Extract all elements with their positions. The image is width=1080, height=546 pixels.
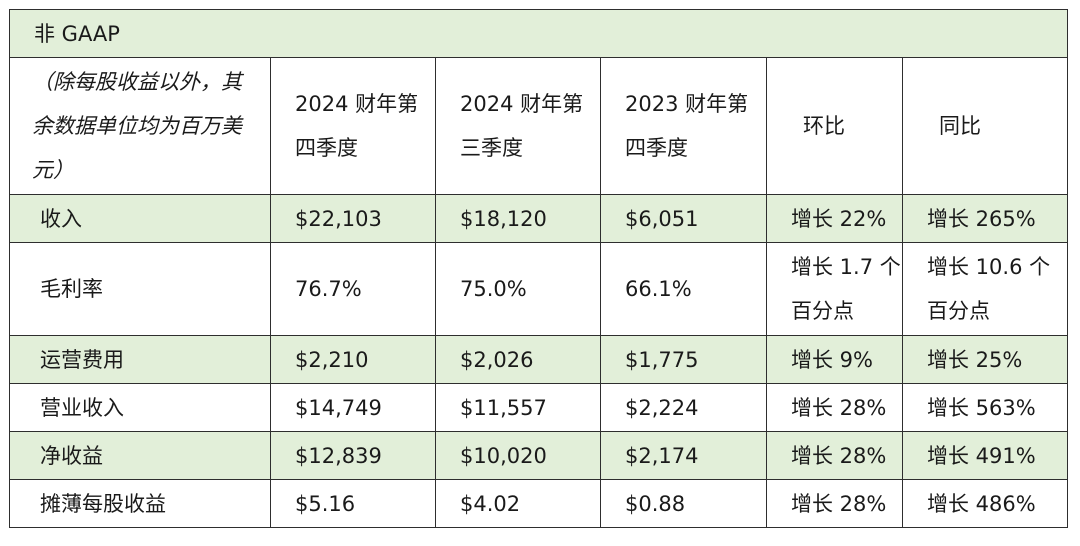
table-cell: 66.1%: [600, 242, 767, 336]
table-row: 营业收入 $14,749 $11,557 $2,224 增长 28% 增长 56…: [9, 383, 1069, 432]
row-label: 营业收入: [9, 383, 271, 432]
column-header: 2024 财年第三季度: [435, 57, 601, 195]
table-title-row: 非 GAAP: [8, 9, 1069, 58]
table-header-row: （除每股收益以外，其余数据单位均为百万美元） 2024 财年第四季度 2024 …: [9, 57, 1069, 195]
table-cell: $18,120: [435, 194, 601, 243]
row-label: 运营费用: [9, 335, 271, 384]
table-cell: $1,775: [600, 335, 767, 384]
table-cell: $22,103: [270, 194, 436, 243]
table-row: 净收益 $12,839 $10,020 $2,174 增长 28% 增长 491…: [9, 431, 1069, 480]
table-row: 毛利率 76.7% 75.0% 66.1% 增长 1.7 个百分点 增长 10.…: [9, 242, 1069, 336]
table-cell: 增长 28%: [766, 479, 903, 528]
table-cell: $12,839: [270, 431, 436, 480]
table-cell: 76.7%: [270, 242, 436, 336]
table-cell: $0.88: [600, 479, 767, 528]
non-gaap-table: 非 GAAP （除每股收益以外，其余数据单位均为百万美元） 2024 财年第四季…: [8, 9, 1069, 528]
row-label: 摊薄每股收益: [9, 479, 271, 528]
table-cell: 增长 10.6 个百分点: [901, 242, 1069, 336]
table-cell: 增长 563%: [901, 383, 1069, 432]
table-cell: $6,051: [600, 194, 767, 243]
table-cell: $2,210: [270, 335, 436, 384]
row-label: 净收益: [9, 431, 271, 480]
table-cell: 增长 1.7 个百分点: [766, 242, 903, 336]
table-row: 运营费用 $2,210 $2,026 $1,775 增长 9% 增长 25%: [9, 335, 1069, 384]
table-cell: 增长 28%: [766, 431, 903, 480]
table-cell: 增长 9%: [766, 335, 903, 384]
table-cell: $5.16: [270, 479, 436, 528]
table-cell: $2,026: [435, 335, 601, 384]
table-cell: 增长 486%: [901, 479, 1069, 528]
table-row: 摊薄每股收益 $5.16 $4.02 $0.88 增长 28% 增长 486%: [9, 479, 1069, 528]
table-title: 非 GAAP: [8, 9, 1069, 58]
row-label: 收入: [9, 194, 271, 243]
unit-note: （除每股收益以外，其余数据单位均为百万美元）: [9, 57, 271, 195]
table-cell: $2,224: [600, 383, 767, 432]
table-cell: 增长 491%: [901, 431, 1069, 480]
table-row: 收入 $22,103 $18,120 $6,051 增长 22% 增长 265%: [9, 194, 1069, 243]
table-cell: $4.02: [435, 479, 601, 528]
row-label: 毛利率: [9, 242, 271, 336]
column-header: 2023 财年第四季度: [600, 57, 767, 195]
table-cell: $10,020: [435, 431, 601, 480]
table-cell: $11,557: [435, 383, 601, 432]
column-header: 环比: [766, 57, 903, 195]
column-header: 2024 财年第四季度: [270, 57, 436, 195]
table-cell: 增长 22%: [766, 194, 903, 243]
table-cell: $14,749: [270, 383, 436, 432]
table-cell: 增长 265%: [901, 194, 1069, 243]
table-cell: $2,174: [600, 431, 767, 480]
table-cell: 75.0%: [435, 242, 601, 336]
column-header: 同比: [901, 57, 1069, 195]
table-cell: 增长 28%: [766, 383, 903, 432]
table-cell: 增长 25%: [901, 335, 1069, 384]
